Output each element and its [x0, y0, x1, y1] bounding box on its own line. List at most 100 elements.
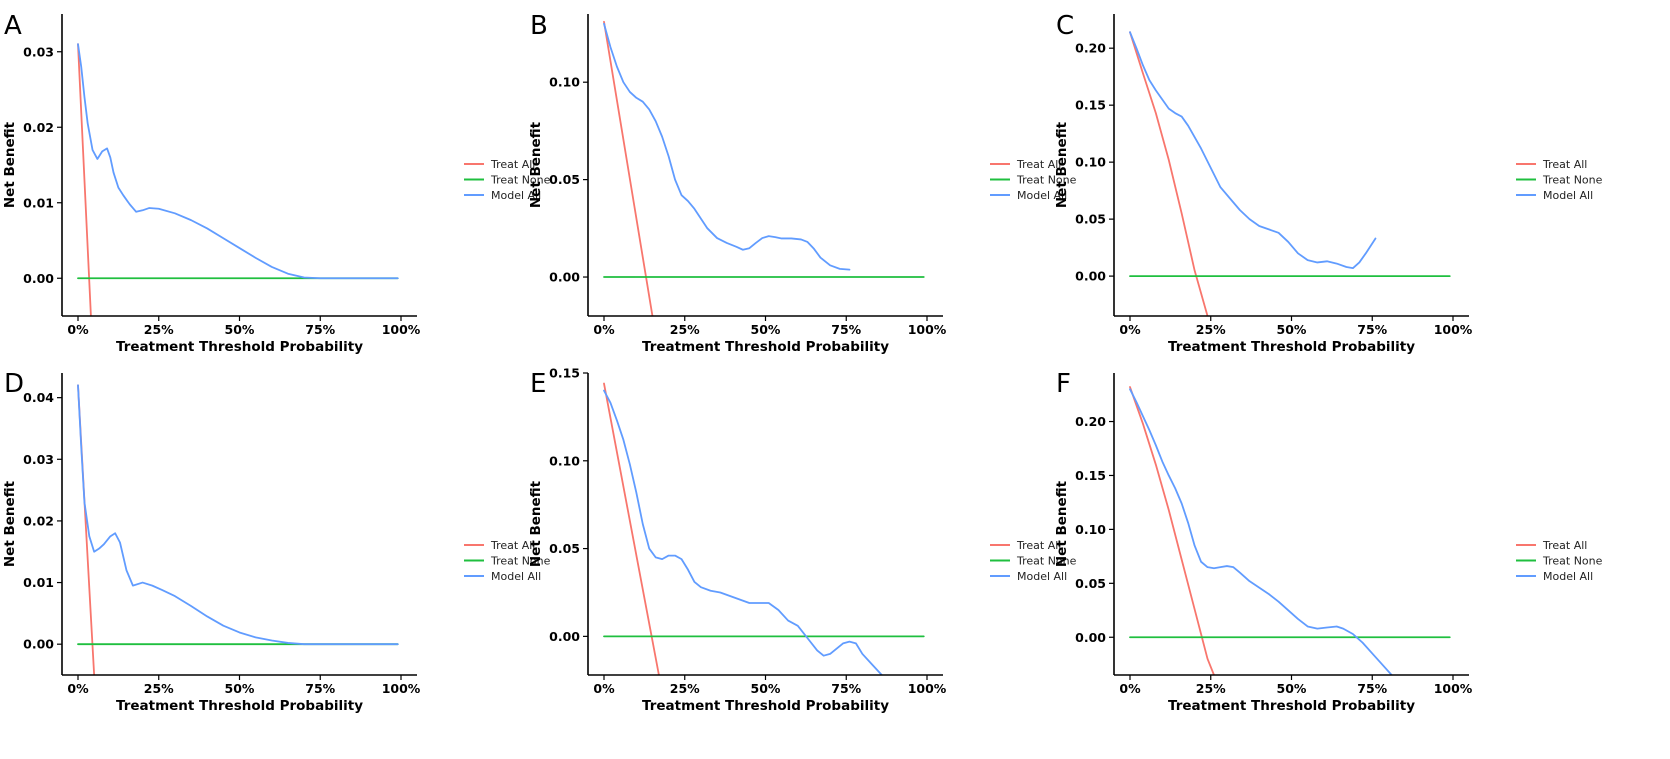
y-tick-label: 0.05 [1075, 212, 1106, 227]
model-all-line [603, 22, 851, 271]
x-axis-label: Treatment Threshold Probability [1168, 698, 1415, 714]
x-tick-label: 25% [144, 322, 174, 337]
x-tick-label: 25% [144, 681, 174, 696]
x-tick-label: 75% [831, 681, 861, 696]
y-axis-label: Net Benefit [2, 480, 18, 567]
legend-label-model-all: Model All [491, 570, 541, 583]
y-axis-label: Net Benefit [2, 121, 18, 208]
model-all-line [77, 43, 399, 280]
legend: Treat All Treat None Model All [1516, 539, 1603, 583]
y-tick-label: 0.20 [1075, 41, 1106, 56]
chart-panel-d: D 0.00 0.01 0.02 0.03 0.04 0% 25% 50% 75% 100% Trea… [2, 369, 551, 714]
panel-letter: A [4, 11, 22, 41]
legend-label-treat-all: Treat All [1016, 158, 1061, 171]
x-tick-label: 50% [1277, 322, 1307, 337]
treat-all-line [1129, 386, 1215, 675]
series-group [77, 384, 399, 675]
panel-letter: D [4, 369, 24, 399]
legend: Treat All Treat None Model All [464, 539, 551, 583]
x-tick-label: 75% [305, 322, 335, 337]
x-tick-label: 25% [670, 322, 700, 337]
legend-label-treat-none: Treat None [1542, 555, 1603, 568]
x-tick-label: 50% [751, 322, 781, 337]
series-group [603, 20, 925, 316]
treat-all-line [1129, 31, 1209, 316]
y-tick-label: 0.02 [23, 513, 54, 528]
y-tick-label: 0.00 [1075, 630, 1106, 645]
x-tick-label: 25% [1196, 681, 1226, 696]
x-tick-label: 75% [305, 681, 335, 696]
legend-label-treat-all: Treat All [1016, 539, 1061, 552]
model-all-line [603, 389, 883, 675]
chart-panel-f: F 0.00 0.05 0.10 0.15 0.20 0% 25% 50% 75% 100% Trea… [1054, 369, 1603, 714]
y-tick-label: 0.05 [549, 541, 580, 556]
y-tick-label: 0.00 [549, 270, 580, 285]
y-tick-label: 0.03 [23, 44, 54, 59]
x-axis-label: Treatment Threshold Probability [116, 698, 363, 714]
y-tick-label: 0.10 [549, 453, 580, 468]
legend-label-treat-none: Treat None [490, 555, 551, 568]
y-tick-label: 0.00 [549, 629, 580, 644]
panel-letter: B [530, 11, 548, 41]
model-all-line [77, 384, 399, 646]
legend: Treat All Treat None Model All [990, 539, 1077, 583]
y-tick-label: 0.15 [1075, 98, 1106, 113]
x-tick-label: 50% [225, 681, 255, 696]
y-axis-label: Net Benefit [1054, 480, 1070, 567]
x-tick-label: 25% [670, 681, 700, 696]
y-axis-label: Net Benefit [1054, 121, 1070, 208]
y-tick-label: 0.00 [23, 271, 54, 286]
y-tick-label: 0.10 [1075, 522, 1106, 537]
y-tick-label: 0.05 [1075, 576, 1106, 591]
x-tick-label: 100% [1434, 681, 1473, 696]
x-tick-label: 0% [67, 322, 89, 337]
treat-all-line [77, 43, 92, 316]
x-tick-label: 0% [1119, 681, 1141, 696]
x-tick-label: 50% [1277, 681, 1307, 696]
y-tick-label: 0.00 [1075, 269, 1106, 284]
y-tick-label: 0.15 [1075, 468, 1106, 483]
legend-label-treat-all: Treat All [490, 539, 535, 552]
legend: Treat All Treat None Model All [1516, 158, 1603, 202]
series-group [1129, 31, 1451, 316]
model-all-line [1129, 388, 1393, 675]
legend-label-model-all: Model All [1017, 570, 1067, 583]
legend-label-model-all: Model All [1017, 189, 1067, 202]
legend-label-treat-all: Treat All [1542, 539, 1587, 552]
legend-label-treat-all: Treat All [490, 158, 535, 171]
series-group [1129, 386, 1451, 675]
x-axis-label: Treatment Threshold Probability [642, 339, 889, 355]
legend-label-treat-none: Treat None [1542, 174, 1603, 187]
x-tick-label: 100% [908, 322, 947, 337]
legend-label-treat-none: Treat None [490, 174, 551, 187]
y-tick-label: 0.03 [23, 452, 54, 467]
y-tick-label: 0.15 [549, 366, 580, 381]
x-tick-label: 75% [1357, 681, 1387, 696]
x-tick-label: 0% [1119, 322, 1141, 337]
y-tick-label: 0.10 [549, 75, 580, 90]
x-tick-label: 75% [831, 322, 861, 337]
series-group [603, 382, 925, 675]
chart-panel-a: A 0.00 0.01 0.02 0.03 0% 25% 50% 75% 100% Treatmen… [2, 11, 551, 355]
legend: Treat All Treat None Model All [464, 158, 551, 202]
y-tick-label: 0.00 [23, 637, 54, 652]
x-tick-label: 100% [908, 681, 947, 696]
y-tick-label: 0.04 [23, 390, 54, 405]
x-tick-label: 25% [1196, 322, 1226, 337]
y-tick-label: 0.10 [1075, 155, 1106, 170]
x-axis-label: Treatment Threshold Probability [642, 698, 889, 714]
y-tick-label: 0.20 [1075, 414, 1106, 429]
panel-letter: C [1056, 11, 1074, 41]
treat-all-line [603, 382, 660, 675]
x-tick-label: 100% [1434, 322, 1473, 337]
x-tick-label: 0% [593, 322, 615, 337]
legend-label-treat-none: Treat None [1016, 174, 1077, 187]
y-tick-label: 0.01 [23, 195, 54, 210]
x-tick-label: 100% [382, 681, 421, 696]
x-tick-label: 50% [751, 681, 781, 696]
x-tick-label: 100% [382, 322, 421, 337]
y-tick-label: 0.02 [23, 120, 54, 135]
legend-label-model-all: Model All [1543, 189, 1593, 202]
y-tick-label: 0.01 [23, 575, 54, 590]
